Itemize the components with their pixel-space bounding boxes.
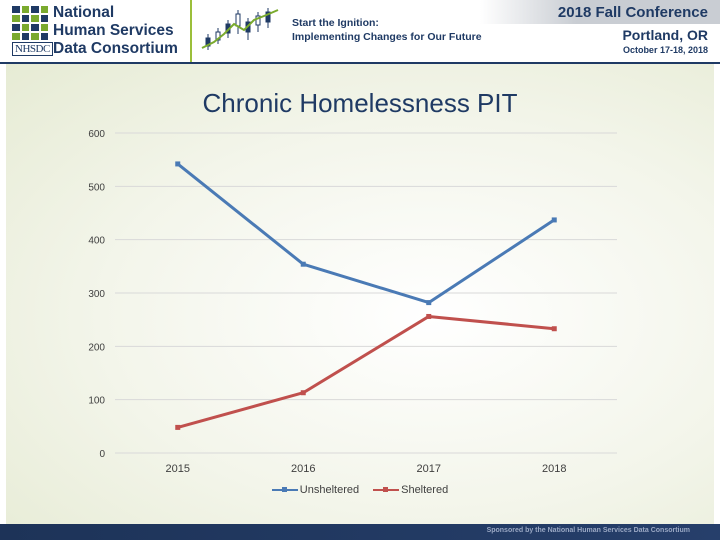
x-tick-label: 2017	[417, 463, 441, 475]
chart-title: Chronic Homelessness PIT	[202, 88, 518, 118]
nhsdc-logo: NHSDC National Human Services Data Conso…	[0, 0, 192, 62]
conference-banner: NHSDC National Human Services Data Conso…	[0, 0, 720, 64]
data-point	[175, 161, 181, 167]
stock-chart-graphic-icon	[201, 8, 279, 50]
series-lines	[175, 161, 557, 430]
data-point	[300, 390, 306, 396]
legend-swatch-unsheltered	[271, 487, 298, 492]
y-tick-label: 300	[88, 289, 105, 300]
series-line	[177, 314, 555, 429]
y-tick-label: 200	[88, 342, 105, 353]
x-axis-ticks: 2015 2016 2017 2018	[166, 463, 567, 475]
series-sheltered	[175, 313, 557, 430]
legend-swatch-sheltered	[373, 487, 400, 492]
data-point	[426, 313, 432, 319]
conference-tagline: Start the Ignition: Implementing Changes…	[292, 16, 482, 44]
data-point	[175, 424, 181, 430]
logo-line: Data Consortium	[53, 40, 178, 57]
data-point	[300, 261, 306, 267]
sponsor-text: Sponsored by the National Human Services…	[486, 527, 690, 534]
tagline-line: Implementing Changes for Our Future	[292, 31, 482, 43]
tagline-line: Start the Ignition:	[292, 17, 379, 29]
x-tick-label: 2016	[291, 463, 315, 475]
legend-label-sheltered: Sheltered	[401, 484, 449, 496]
y-axis-ticks: 0 100 200 300 400 500 600	[88, 129, 105, 460]
x-tick-label: 2018	[542, 463, 566, 475]
conference-title: 2018 Fall Conference	[557, 4, 708, 21]
logo-line: National	[53, 4, 115, 21]
slide-background	[6, 64, 714, 524]
gridlines	[115, 132, 617, 454]
y-tick-label: 500	[88, 182, 105, 193]
logo-line: Human Services	[53, 22, 174, 39]
legend-item-unsheltered: Unsheltered	[271, 484, 360, 496]
y-tick-label: 600	[88, 129, 105, 140]
logo-grid-icon	[12, 6, 48, 40]
data-point	[551, 326, 557, 332]
legend-label-unsheltered: Unsheltered	[299, 484, 360, 496]
logo-abbreviation: NHSDC	[12, 42, 53, 56]
conference-dates: October 17-18, 2018	[622, 45, 708, 55]
sponsor-footer: Sponsored by the National Human Services…	[0, 524, 720, 540]
data-point	[426, 300, 432, 306]
data-point	[551, 217, 557, 223]
y-tick-label: 100	[88, 396, 105, 407]
x-tick-label: 2015	[166, 463, 190, 475]
logo-text: National Human Services Data Consortium	[53, 4, 178, 58]
legend-item-sheltered: Sheltered	[373, 484, 448, 496]
y-tick-label: 400	[88, 236, 105, 247]
series-unsheltered	[175, 161, 557, 306]
chart-legend: Unsheltered Sheltered	[0, 484, 720, 496]
series-line	[176, 162, 556, 305]
conference-title-bar	[480, 0, 720, 24]
conference-city: Portland, OR	[622, 27, 708, 43]
y-tick-label: 0	[99, 449, 105, 460]
